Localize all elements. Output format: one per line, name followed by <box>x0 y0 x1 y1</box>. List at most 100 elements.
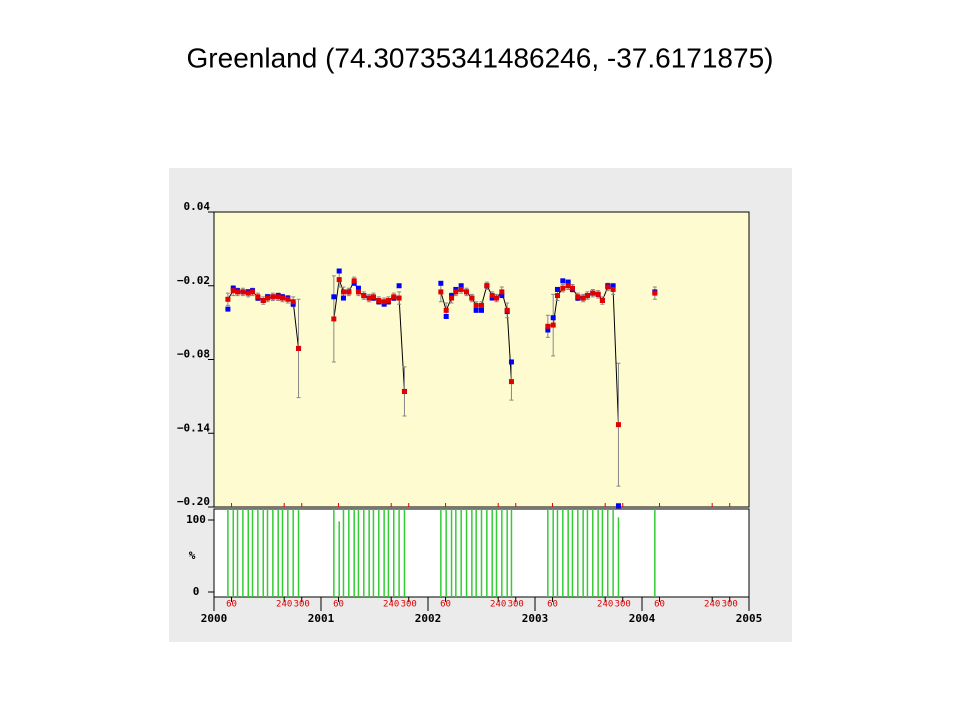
plot-area <box>213 211 750 508</box>
y-tick-label: −0.20 <box>177 495 210 508</box>
y-tick-label: 0 <box>193 585 200 598</box>
data-point <box>270 294 276 300</box>
y-tick-label: −0.02 <box>177 274 210 287</box>
data-point <box>250 289 256 295</box>
data-point <box>580 295 586 301</box>
data-point <box>355 285 361 291</box>
data-point <box>554 286 560 292</box>
data-point <box>449 295 455 301</box>
data-point <box>489 293 495 299</box>
minor-tick-label: 60 <box>333 600 344 610</box>
data-point <box>376 298 382 303</box>
data-point <box>336 277 342 283</box>
data-point <box>595 291 601 297</box>
data-point <box>560 285 566 291</box>
data-point <box>230 288 236 294</box>
data-point <box>545 323 551 329</box>
minor-tick-label: 300 <box>722 600 738 610</box>
data-point <box>464 289 470 295</box>
x-tick-label: 2003 <box>522 612 549 625</box>
chart-title: Greenland (74.30735341486246, -37.617187… <box>187 42 774 73</box>
data-point <box>615 503 621 509</box>
data-point <box>565 283 571 289</box>
minor-tick-label: 240 <box>383 600 399 610</box>
data-point <box>361 293 367 299</box>
data-point <box>296 345 302 351</box>
data-point <box>245 290 251 296</box>
minor-tick-label: 300 <box>294 600 310 610</box>
data-point <box>590 290 596 296</box>
data-point <box>340 295 346 301</box>
minor-tick-label: 60 <box>654 600 665 610</box>
data-point <box>569 285 575 291</box>
data-point <box>255 294 261 300</box>
data-point <box>499 289 505 295</box>
data-point <box>473 302 479 308</box>
minor-tick-label: 300 <box>615 600 631 610</box>
x-tick-label: 2004 <box>629 612 656 625</box>
minor-tick-label: 60 <box>547 600 558 610</box>
data-point <box>235 289 241 295</box>
data-point <box>438 289 444 295</box>
data-point <box>499 293 505 299</box>
data-point <box>479 302 484 308</box>
data-point <box>438 280 444 286</box>
data-point <box>275 294 281 300</box>
data-point <box>279 295 285 301</box>
data-point <box>443 307 449 313</box>
data-point <box>599 298 605 303</box>
minor-tick-label: 300 <box>401 600 417 610</box>
data-point <box>340 289 346 295</box>
data-point <box>508 359 514 365</box>
data-point <box>469 295 475 301</box>
data-point <box>584 293 590 299</box>
x-tick-label: 2002 <box>415 612 442 625</box>
minor-tick-label: 60 <box>440 600 451 610</box>
data-point <box>504 307 510 313</box>
data-point <box>458 286 464 292</box>
data-point <box>265 295 270 301</box>
minor-tick-label: 240 <box>597 600 613 610</box>
data-point <box>396 295 402 301</box>
x-tick-label: 2000 <box>201 612 228 625</box>
data-point <box>336 268 342 274</box>
data-point <box>565 279 571 285</box>
y-tick-label: −0.08 <box>177 348 210 361</box>
data-point <box>610 283 616 289</box>
data-point <box>385 298 391 303</box>
data-point <box>550 322 556 328</box>
data-point <box>240 289 246 295</box>
y-tick-label: 0.04 <box>184 200 211 213</box>
data-point <box>366 295 372 301</box>
data-point <box>652 290 658 296</box>
x-tick-label: 2001 <box>308 612 335 625</box>
data-point <box>458 283 464 289</box>
data-point <box>225 306 231 312</box>
data-point <box>260 298 266 303</box>
data-point <box>443 313 449 319</box>
minor-tick-label: 240 <box>490 600 506 610</box>
x-tick-label: 2005 <box>736 612 763 625</box>
data-point <box>554 293 560 299</box>
minor-tick-label: 300 <box>508 600 524 610</box>
data-point <box>615 422 621 428</box>
data-point <box>453 289 459 295</box>
data-point <box>545 327 551 333</box>
data-point <box>550 315 556 321</box>
data-point <box>396 283 402 289</box>
y-tick-label: 100 <box>186 513 206 526</box>
data-point <box>575 294 581 300</box>
minor-tick-label: 240 <box>276 600 292 610</box>
data-point <box>473 307 479 313</box>
y-axis-label: % <box>189 549 196 562</box>
data-point <box>605 284 611 290</box>
data-point <box>351 278 357 284</box>
data-point <box>508 379 514 385</box>
data-point <box>484 283 490 289</box>
data-point <box>391 294 397 300</box>
minor-tick-label: 240 <box>704 600 720 610</box>
data-point <box>560 278 566 284</box>
data-point <box>381 299 387 305</box>
